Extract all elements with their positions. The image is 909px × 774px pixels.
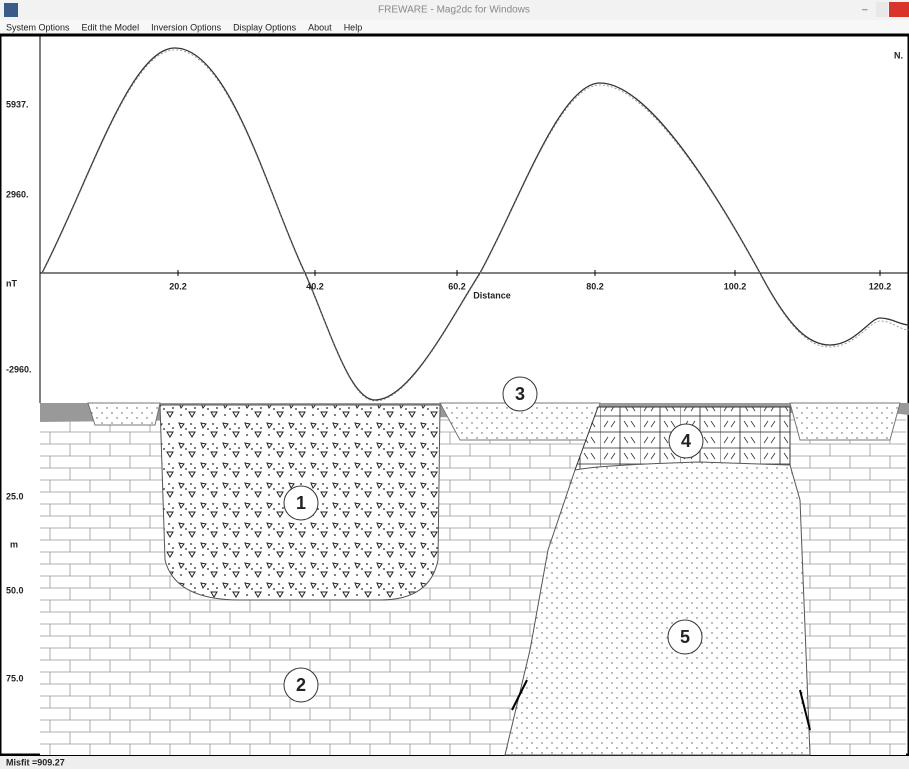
depth-label: 25.0 — [6, 491, 24, 501]
body-label: 3 — [515, 384, 525, 404]
status-bar — [0, 756, 909, 769]
app-icon — [4, 3, 18, 17]
arrow — [511, 679, 528, 711]
menu: System Options Edit the Model Inversion Op… — [6, 22, 362, 32]
x-label: 120.2 — [869, 281, 892, 291]
depth-label: 75.0 — [6, 673, 24, 683]
calculated-curve — [41, 49, 909, 402]
y-label: -2960. — [6, 364, 32, 374]
menu-bar — [0, 20, 909, 35]
menu-item[interactable]: Display Options — [233, 22, 297, 32]
x-axis-label: Distance — [473, 290, 511, 300]
body-label: 5 — [680, 627, 690, 647]
arrow — [799, 689, 811, 731]
x-label: 60.2 — [448, 281, 466, 291]
x-label: 20.2 — [169, 281, 187, 291]
menu-item[interactable]: Edit the Model — [82, 22, 140, 32]
depth-unit: m — [10, 539, 18, 549]
menu-item[interactable]: Help — [344, 22, 363, 32]
menu-item[interactable]: Inversion Options — [151, 22, 222, 32]
maximize-button[interactable] — [876, 2, 888, 17]
body-label: 2 — [296, 675, 306, 695]
y-label: 5937. — [6, 99, 29, 109]
x-label: 80.2 — [586, 281, 604, 291]
body-5 — [504, 461, 811, 756]
x-labels: 20.2 40.2 60.2 80.2 100.2 120.2 — [169, 270, 891, 291]
menu-item[interactable]: About — [308, 22, 332, 32]
misfit: Misfit =909.27 — [6, 757, 65, 767]
body-markers: 1 2 3 4 5 — [283, 376, 704, 703]
menu-item[interactable]: System Options — [6, 22, 70, 32]
anomaly-curve — [41, 47, 909, 401]
x-label: 40.2 — [306, 281, 324, 291]
close-button[interactable] — [889, 2, 909, 17]
body-label: 1 — [296, 493, 306, 513]
minimize-button[interactable]: – — [862, 5, 868, 16]
window-title: FREWARE - Mag2dc for Windows — [378, 5, 530, 16]
title-bar — [0, 0, 909, 20]
y-unit: nT — [6, 278, 17, 288]
x-label: 100.2 — [724, 281, 747, 291]
y-label: 2960. — [6, 189, 29, 199]
depth-label: 50.0 — [6, 585, 24, 595]
corner-label: N. — [894, 50, 903, 60]
body-label: 4 — [681, 431, 691, 451]
